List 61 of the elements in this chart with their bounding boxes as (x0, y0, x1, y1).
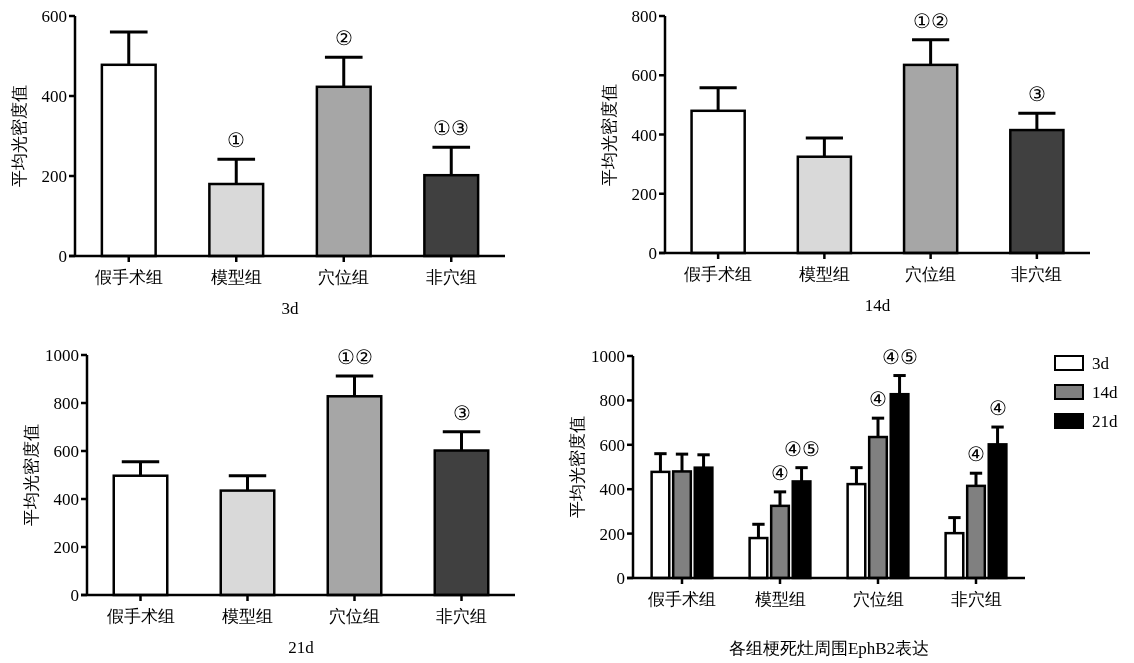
annotation: ③ (452, 401, 471, 424)
x-tick-label: 假手术组 (684, 265, 753, 284)
y-tick-label: 200 (599, 524, 625, 544)
y-tick-label: 0 (58, 247, 67, 266)
x-tick-label: 假手术组 (94, 268, 163, 287)
annotation: ④ (967, 443, 985, 466)
y-tick-label: 600 (53, 442, 79, 461)
annotation: ④ (771, 461, 789, 484)
x-axis-title: 21d (288, 638, 315, 657)
y-tick-label: 600 (599, 435, 625, 455)
x-tick-label: 假手术组 (106, 607, 175, 626)
x-axis-title: 各组梗死灶周围EphB2表达 (728, 639, 930, 658)
y-tick-label: 800 (53, 394, 79, 413)
y-tick-label: 800 (599, 391, 625, 411)
y-tick-label: 1000 (45, 346, 79, 365)
legend-label: 21d (1092, 412, 1118, 431)
y-tick-label: 400 (599, 480, 625, 500)
x-tick-label: 非穴组 (425, 268, 477, 287)
y-tick-label: 0 (616, 569, 625, 588)
annotation: ①② (912, 9, 949, 32)
y-tick-label: 1000 (591, 347, 625, 366)
x-tick-label: 穴位组 (318, 268, 370, 287)
y-tick-label: 200 (631, 184, 657, 204)
y-tick-label: 400 (631, 125, 657, 145)
x-tick-label: 模型组 (210, 268, 262, 287)
legend-label: 14d (1092, 383, 1118, 402)
y-tick-label: 400 (53, 490, 79, 509)
y-axis-title: 平均光密度值 (22, 424, 41, 526)
y-tick-label: 800 (631, 7, 657, 26)
y-tick-label: 0 (70, 586, 79, 605)
annotation: ③ (1027, 83, 1046, 106)
x-tick-label: 模型组 (754, 590, 806, 609)
y-tick-label: 600 (631, 66, 657, 86)
x-tick-label: 穴位组 (905, 265, 957, 284)
x-axis-title: 3d (281, 299, 299, 318)
y-tick-label: 0 (648, 244, 657, 263)
x-tick-label: 穴位组 (329, 607, 380, 626)
annotation: ①③ (433, 117, 470, 140)
x-tick-label: 非穴组 (436, 607, 487, 626)
x-axis-title: 14d (864, 296, 891, 315)
annotation: ④⑤ (783, 437, 820, 460)
legend-label: 3d (1092, 354, 1110, 373)
x-tick-label: 模型组 (798, 265, 850, 284)
y-axis-title: 平均光密度值 (10, 85, 29, 187)
x-tick-label: 假手术组 (648, 590, 716, 609)
annotation: ① (227, 129, 246, 152)
annotation: ①② (336, 346, 373, 369)
y-axis-title: 平均光密度值 (568, 416, 587, 518)
x-tick-label: 非穴组 (950, 590, 1002, 609)
annotation: ④⑤ (881, 345, 918, 368)
x-tick-label: 模型组 (222, 607, 273, 626)
y-tick-label: 600 (41, 7, 67, 26)
y-tick-label: 200 (53, 538, 79, 557)
x-tick-label: 非穴组 (1011, 265, 1063, 284)
x-tick-label: 穴位组 (852, 590, 904, 609)
annotation: ④ (988, 397, 1007, 420)
annotation: ④ (869, 388, 887, 411)
y-tick-label: 200 (41, 167, 67, 186)
y-axis-title: 平均光密度值 (600, 83, 619, 186)
y-tick-label: 400 (41, 87, 67, 106)
annotation: ② (334, 27, 353, 50)
